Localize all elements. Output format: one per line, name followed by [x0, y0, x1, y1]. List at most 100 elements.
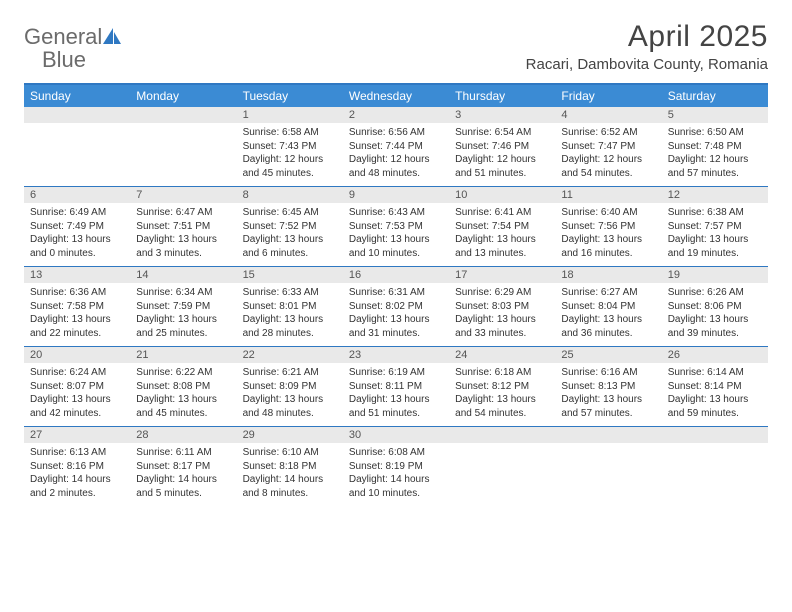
calendar-cell [555, 427, 661, 506]
daynum-row: 10 [449, 187, 555, 203]
daylight-text-1: Daylight: 13 hours [668, 393, 762, 407]
day-number: 9 [343, 189, 361, 201]
daylight-text-1: Daylight: 13 hours [243, 393, 337, 407]
daynum-row: 9 [343, 187, 449, 203]
logo-word1: General [24, 24, 102, 49]
daylight-text-1: Daylight: 13 hours [349, 393, 443, 407]
cell-body [555, 443, 661, 499]
daylight-text-2: and 54 minutes. [455, 407, 549, 421]
cell-body: Sunrise: 6:54 AMSunset: 7:46 PMDaylight:… [449, 123, 555, 186]
sunset-text: Sunset: 7:44 PM [349, 140, 443, 154]
calendar-cell: 20Sunrise: 6:24 AMSunset: 8:07 PMDayligh… [24, 347, 130, 426]
daynum-row [555, 427, 661, 443]
cell-body: Sunrise: 6:18 AMSunset: 8:12 PMDaylight:… [449, 363, 555, 426]
page: General Blue April 2025 Racari, Dambovit… [0, 0, 792, 526]
sunset-text: Sunset: 7:43 PM [243, 140, 337, 154]
logo-sail-icon [103, 28, 121, 49]
daylight-text-2: and 5 minutes. [136, 487, 230, 501]
daylight-text-2: and 0 minutes. [30, 247, 124, 261]
sunset-text: Sunset: 7:52 PM [243, 220, 337, 234]
sunrise-text: Sunrise: 6:56 AM [349, 126, 443, 140]
sunset-text: Sunset: 8:04 PM [561, 300, 655, 314]
daylight-text-1: Daylight: 12 hours [349, 153, 443, 167]
sunset-text: Sunset: 8:16 PM [30, 460, 124, 474]
daylight-text-1: Daylight: 14 hours [136, 473, 230, 487]
daynum-row: 12 [662, 187, 768, 203]
sunrise-text: Sunrise: 6:36 AM [30, 286, 124, 300]
calendar-cell: 13Sunrise: 6:36 AMSunset: 7:58 PMDayligh… [24, 267, 130, 346]
day-number: 7 [130, 189, 148, 201]
cell-body [24, 123, 130, 179]
sunrise-text: Sunrise: 6:16 AM [561, 366, 655, 380]
sunset-text: Sunset: 8:13 PM [561, 380, 655, 394]
daylight-text-2: and 57 minutes. [668, 167, 762, 181]
sunset-text: Sunset: 7:58 PM [30, 300, 124, 314]
cell-body: Sunrise: 6:43 AMSunset: 7:53 PMDaylight:… [343, 203, 449, 266]
daynum-row [130, 107, 236, 123]
calendar: Sunday Monday Tuesday Wednesday Thursday… [24, 83, 768, 506]
sunrise-text: Sunrise: 6:54 AM [455, 126, 549, 140]
sunrise-text: Sunrise: 6:43 AM [349, 206, 443, 220]
day-number: 26 [662, 349, 686, 361]
logo: General Blue [24, 26, 121, 72]
daylight-text-2: and 31 minutes. [349, 327, 443, 341]
sunset-text: Sunset: 8:11 PM [349, 380, 443, 394]
daylight-text-1: Daylight: 12 hours [561, 153, 655, 167]
sunrise-text: Sunrise: 6:22 AM [136, 366, 230, 380]
calendar-cell: 14Sunrise: 6:34 AMSunset: 7:59 PMDayligh… [130, 267, 236, 346]
day-number: 6 [24, 189, 42, 201]
day-number: 5 [662, 109, 680, 121]
calendar-cell: 9 Sunrise: 6:43 AMSunset: 7:53 PMDaylight… [343, 187, 449, 266]
day-number: 20 [24, 349, 48, 361]
calendar-cell: 30Sunrise: 6:08 AMSunset: 8:19 PMDayligh… [343, 427, 449, 506]
daylight-text-2: and 39 minutes. [668, 327, 762, 341]
sunrise-text: Sunrise: 6:18 AM [455, 366, 549, 380]
calendar-cell: 29Sunrise: 6:10 AMSunset: 8:18 PMDayligh… [237, 427, 343, 506]
cell-body: Sunrise: 6:47 AMSunset: 7:51 PMDaylight:… [130, 203, 236, 266]
sunrise-text: Sunrise: 6:52 AM [561, 126, 655, 140]
sunrise-text: Sunrise: 6:45 AM [243, 206, 337, 220]
day-number: 22 [237, 349, 261, 361]
sunset-text: Sunset: 7:49 PM [30, 220, 124, 234]
sunset-text: Sunset: 7:56 PM [561, 220, 655, 234]
cell-body: Sunrise: 6:13 AMSunset: 8:16 PMDaylight:… [24, 443, 130, 506]
daylight-text-1: Daylight: 14 hours [243, 473, 337, 487]
day-number: 11 [555, 189, 578, 201]
daylight-text-2: and 10 minutes. [349, 247, 443, 261]
cell-body: Sunrise: 6:21 AMSunset: 8:09 PMDaylight:… [237, 363, 343, 426]
calendar-cell: 8Sunrise: 6:45 AMSunset: 7:52 PMDaylight… [237, 187, 343, 266]
calendar-cell: 11 Sunrise: 6:40 AMSunset: 7:56 PMDayligh… [555, 187, 661, 266]
cell-body: Sunrise: 6:19 AMSunset: 8:11 PMDaylight:… [343, 363, 449, 426]
cell-body: Sunrise: 6:34 AMSunset: 7:59 PMDaylight:… [130, 283, 236, 346]
day-header-sun: Sunday [24, 85, 130, 107]
cell-body: Sunrise: 6:40 AMSunset: 7:56 PMDaylight:… [555, 203, 661, 266]
day-number: 23 [343, 349, 367, 361]
sunset-text: Sunset: 8:03 PM [455, 300, 549, 314]
cell-body: Sunrise: 6:58 AMSunset: 7:43 PMDaylight:… [237, 123, 343, 186]
day-header-fri: Friday [555, 85, 661, 107]
day-number: 10 [449, 189, 473, 201]
daynum-row: 27 [24, 427, 130, 443]
daylight-text-1: Daylight: 12 hours [243, 153, 337, 167]
day-header-thu: Thursday [449, 85, 555, 107]
daylight-text-2: and 51 minutes. [455, 167, 549, 181]
daylight-text-2: and 8 minutes. [243, 487, 337, 501]
daynum-row: 19 [662, 267, 768, 283]
day-header-wed: Wednesday [343, 85, 449, 107]
daylight-text-1: Daylight: 13 hours [30, 393, 124, 407]
sunrise-text: Sunrise: 6:21 AM [243, 366, 337, 380]
cell-body: Sunrise: 6:08 AMSunset: 8:19 PMDaylight:… [343, 443, 449, 506]
logo-word2: Blue [42, 47, 86, 72]
daylight-text-2: and 13 minutes. [455, 247, 549, 261]
daylight-text-2: and 3 minutes. [136, 247, 230, 261]
daynum-row [662, 427, 768, 443]
daynum-row: 14 [130, 267, 236, 283]
daylight-text-2: and 28 minutes. [243, 327, 337, 341]
sunrise-text: Sunrise: 6:47 AM [136, 206, 230, 220]
day-number: 24 [449, 349, 473, 361]
daynum-row: 15 [237, 267, 343, 283]
day-number: 17 [449, 269, 473, 281]
daynum-row: 13 [24, 267, 130, 283]
cell-body: Sunrise: 6:49 AMSunset: 7:49 PMDaylight:… [24, 203, 130, 266]
cell-body: Sunrise: 6:45 AMSunset: 7:52 PMDaylight:… [237, 203, 343, 266]
